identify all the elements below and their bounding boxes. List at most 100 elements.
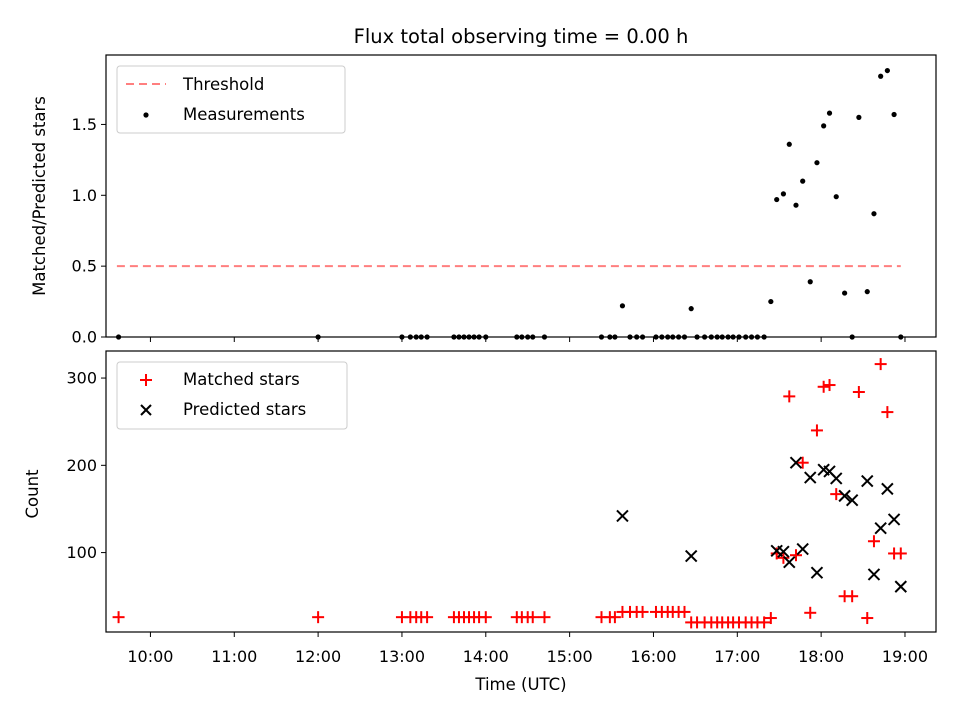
matched-star-point: [479, 611, 492, 624]
bottom-panel: 100 200 300 10:00 11:00 12:00 13:00 14:00 15:00…: [23, 350, 937, 694]
measurement-point: [864, 289, 870, 295]
y-tick-label: 0.5: [72, 257, 97, 276]
top-x-ticks: [149, 337, 906, 342]
matched-star-point: [817, 380, 830, 393]
y-tick-label: 200: [66, 456, 97, 475]
predicted-legend-label: Predicted stars: [183, 400, 306, 419]
x-tick-label: 18:00: [798, 647, 844, 666]
top-legend-box: [116, 65, 346, 134]
predicted-star-point: [684, 549, 698, 563]
matched-star-point: [636, 605, 649, 618]
matched-star-point: [421, 611, 434, 624]
predicted-star-point: [845, 494, 859, 507]
bottom-x-ticks: 10:00 11:00 12:00 13:00 14:00 15:00 16:00 17:00…: [127, 632, 928, 666]
matched-star-point: [608, 611, 621, 624]
matched-star-point: [867, 535, 880, 548]
x-tick-label: 17:00: [714, 647, 760, 666]
bottom-axes-frame: [105, 350, 937, 633]
matched-star-point: [678, 605, 691, 618]
predicted-star-point: [810, 566, 824, 579]
predicted-star-point: [804, 471, 817, 484]
matched-star-point: [783, 390, 796, 403]
x-axis-label: Time (UTC): [474, 675, 566, 694]
matched-star-point: [810, 424, 823, 437]
measurement-point: [856, 114, 862, 120]
matched-star-point: [846, 590, 859, 603]
y-tick-label: 0.0: [72, 328, 97, 347]
y-tick-label: 1.5: [72, 115, 97, 134]
predicted-star-point: [874, 521, 887, 535]
matched-star-point: [777, 551, 790, 564]
predicted-star-point: [830, 472, 843, 485]
measurement-point: [871, 211, 877, 217]
x-tick-label: 19:00: [882, 647, 928, 666]
matched-star-point: [823, 379, 836, 392]
measurement-point: [842, 290, 848, 296]
predicted-star-point: [867, 568, 881, 581]
top-panel: Flux total observing time = 0.00 h 0.00.…: [30, 25, 937, 347]
matched-star-point: [789, 549, 802, 562]
predicted-legend-swatch: [140, 404, 152, 416]
matched-star-point: [830, 488, 843, 501]
measurement-point: [780, 191, 787, 197]
y-tick-label: 300: [66, 369, 97, 388]
matched-star-point: [796, 456, 809, 469]
bottom-legend-box: [116, 361, 348, 430]
matched-star-point: [804, 606, 817, 619]
matched-star-point: [112, 611, 125, 624]
x-tick-label: 16:00: [630, 647, 676, 666]
measurement-point: [807, 279, 813, 285]
measurement-point: [786, 141, 792, 147]
matched-legend-swatch: [140, 374, 152, 386]
bottom-y-axis-label: Count: [23, 469, 42, 519]
measurement-point: [774, 196, 780, 203]
matched-star-point: [881, 406, 894, 419]
matched-star-point: [861, 612, 874, 625]
measurement-point: [688, 306, 694, 312]
threshold-legend-label: Threshold: [182, 75, 264, 94]
x-tick-label: 14:00: [463, 647, 509, 666]
matched-star-point: [312, 611, 325, 624]
measurement-point: [878, 73, 884, 79]
y-tick-label: 1.0: [72, 186, 97, 205]
x-tick-label: 12:00: [295, 647, 341, 666]
y-tick-label: 100: [66, 543, 97, 562]
chart-title: Flux total observing time = 0.00 h: [354, 25, 689, 48]
predicted-star-point: [881, 482, 894, 496]
x-tick-label: 11:00: [211, 647, 257, 666]
measurement-point: [619, 303, 626, 309]
x-tick-label: 13:00: [379, 647, 425, 666]
predicted-star-point: [796, 542, 809, 556]
measurement-point: [821, 123, 827, 129]
predicted-star-point: [861, 474, 874, 488]
top-y-axis-label: Matched/Predicted stars: [30, 96, 49, 296]
bottom-legend: Matched stars Predicted stars: [116, 361, 348, 430]
predicted-star-point: [894, 580, 907, 593]
matched-legend-label: Matched stars: [183, 370, 300, 389]
top-axes-frame: [105, 54, 937, 338]
top-y-ticks: 0.0 0.5 1.0 1.5: [72, 115, 106, 347]
measurement-point: [891, 111, 897, 118]
matched-star-point: [764, 612, 777, 625]
predicted-star-point: [777, 545, 790, 558]
predicted-star-point: [783, 555, 796, 569]
measurements-legend-swatch: [143, 112, 149, 118]
matched-star-point: [894, 547, 907, 560]
measurement-point: [833, 194, 839, 200]
top-legend: Threshold Measurements: [116, 65, 346, 134]
predicted-star-point: [616, 509, 629, 523]
bottom-y-ticks: 100 200 300: [66, 369, 106, 562]
measurement-point: [800, 178, 806, 184]
bottom-plot-marks: [112, 358, 907, 629]
matched-star-point: [852, 386, 865, 399]
matched-star-point: [758, 616, 771, 629]
predicted-star-point: [887, 513, 901, 526]
predicted-star-point: [838, 489, 851, 503]
matched-star-point: [874, 358, 887, 371]
matched-star-point: [538, 611, 551, 624]
measurement-point: [826, 110, 833, 116]
measurement-point: [884, 67, 890, 74]
predicted-star-point: [789, 456, 803, 469]
x-tick-label: 10:00: [127, 647, 173, 666]
